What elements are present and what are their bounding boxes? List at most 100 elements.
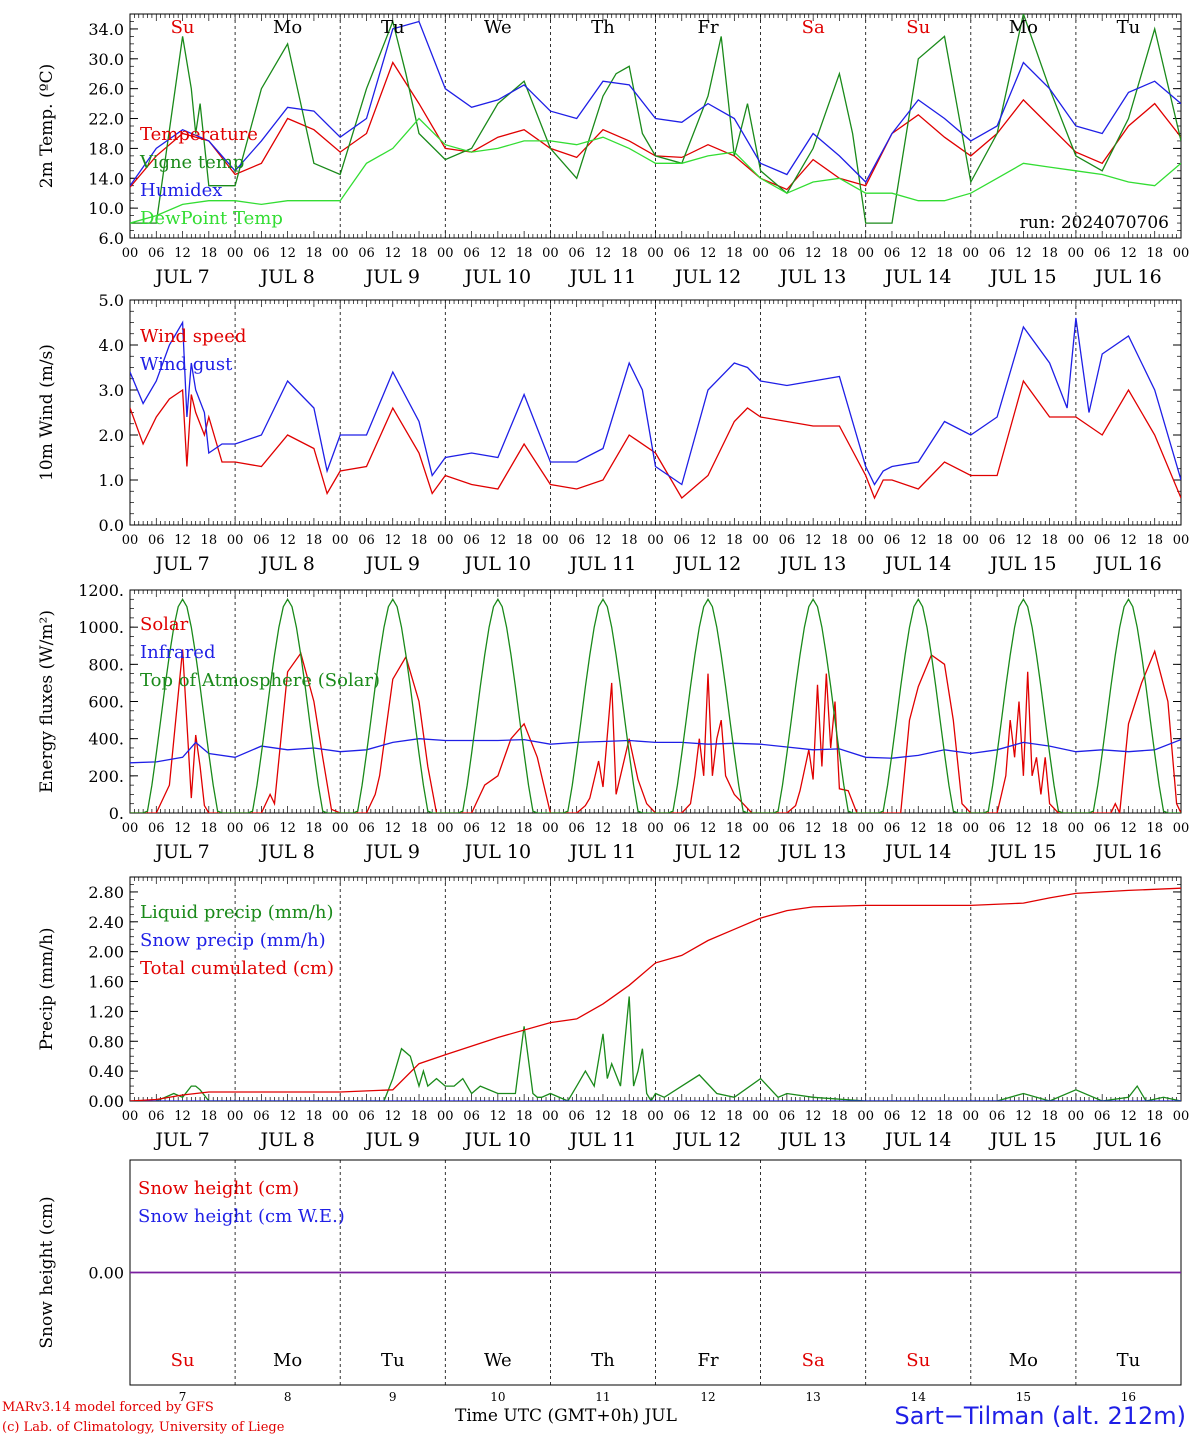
date-label: JUL 12 [673,841,741,863]
hour-tick-label: 00 [647,1109,664,1124]
hour-tick-label: 12 [1015,821,1032,836]
date-label: JUL 13 [778,266,846,288]
hour-tick-label: 00 [1173,533,1190,548]
date-label: JUL 10 [463,553,531,575]
hour-tick-label: 12 [805,821,822,836]
hour-tick-label: 12 [279,246,296,261]
date-label: JUL 14 [883,553,951,575]
hour-tick-label: 18 [1146,533,1163,548]
hour-tick-label: 00 [857,533,874,548]
y-tick-label: 400. [88,730,124,749]
x-axis-label: Time UTC (GMT+0h) JUL [455,1406,677,1426]
hour-tick-label: 18 [621,1109,638,1124]
panel-4 [129,876,1182,1102]
date-label: JUL 7 [153,553,209,575]
date-label: JUL 13 [778,1129,846,1151]
day-number-label: 13 [806,1390,821,1404]
hour-tick-label: 06 [568,533,585,548]
hour-tick-label: 12 [174,821,191,836]
legend-entry: Wind speed [140,326,246,347]
legend-entry: Snow precip (mm/h) [140,930,326,951]
panel-1 [129,13,1182,239]
day-number-label: 9 [389,1390,397,1404]
date-label: JUL 11 [568,1129,636,1151]
weekday-label: Tu [381,1350,405,1371]
hour-tick-label: 18 [621,246,638,261]
weekday-label: Th [591,17,615,38]
y-tick-label: 0. [109,804,124,823]
hour-tick-label: 18 [936,246,953,261]
legend-entry: Temperature [140,124,258,145]
y-tick-label: 5.0 [99,291,124,310]
y-tick-label: 14.0 [88,169,124,188]
hour-tick-label: 18 [936,1109,953,1124]
weekday-label: Sa [802,1350,825,1371]
model-credit: MARv3.14 model forced by GFS [2,1400,214,1415]
hour-tick-label: 00 [542,1109,559,1124]
hour-tick-label: 12 [1120,821,1137,836]
hour-tick-label: 00 [1068,533,1085,548]
hour-tick-label: 00 [963,533,980,548]
date-label: JUL 15 [988,841,1056,863]
hour-tick-label: 12 [1015,246,1032,261]
hour-tick-label: 06 [1094,821,1111,836]
weekday-label: Su [171,17,195,38]
hour-tick-label: 00 [647,246,664,261]
date-label: JUL 13 [778,841,846,863]
hour-tick-label: 06 [884,246,901,261]
hour-tick-label: 00 [122,821,139,836]
hour-tick-label: 00 [857,246,874,261]
hour-tick-label: 18 [201,821,218,836]
hour-tick-label: 06 [674,1109,691,1124]
panel-frame [129,299,1182,526]
hour-tick-label: 06 [253,821,270,836]
hour-tick-label: 12 [700,1109,717,1124]
hour-tick-label: 06 [1094,533,1111,548]
hour-tick-label: 00 [963,821,980,836]
hour-tick-label: 18 [1146,246,1163,261]
y-tick-label: 0.0 [99,516,124,535]
y-tick-label: 1000. [78,618,124,637]
date-label: JUL 8 [258,553,314,575]
hour-tick-label: 00 [542,246,559,261]
y-tick-label: 0.80 [88,1032,124,1051]
legend-entry: Snow height (cm W.E.) [138,1206,345,1227]
hour-tick-label: 00 [857,821,874,836]
series-line [130,14,1181,224]
hour-tick-label: 12 [490,1109,507,1124]
y-tick-label: 800. [88,655,124,674]
day-number-label: 14 [911,1390,927,1404]
hour-tick-label: 18 [621,821,638,836]
hour-tick-label: 12 [805,533,822,548]
hour-tick-label: 12 [174,246,191,261]
weekday-label: Mo [1009,17,1038,38]
legend-entry: Solar [140,614,189,635]
legend-entry: Top of Atmosphere (Solar) [140,670,380,691]
hour-tick-label: 18 [306,1109,323,1124]
hour-tick-label: 00 [1173,821,1190,836]
hour-tick-label: 18 [516,533,533,548]
hour-tick-label: 06 [253,533,270,548]
hour-tick-label: 12 [595,246,612,261]
hour-tick-label: 12 [805,1109,822,1124]
hour-tick-label: 06 [568,1109,585,1124]
date-label: JUL 16 [1093,841,1161,863]
hour-tick-label: 12 [1015,533,1032,548]
hour-tick-label: 06 [358,821,375,836]
hour-tick-label: 18 [1041,821,1058,836]
hour-tick-label: 12 [490,821,507,836]
date-label: JUL 7 [153,266,209,288]
date-label: JUL 16 [1093,553,1161,575]
hour-tick-label: 00 [332,533,349,548]
panel-frame [129,589,1182,814]
hour-tick-label: 00 [227,1109,244,1124]
hour-tick-label: 18 [201,246,218,261]
hour-tick-label: 00 [1173,246,1190,261]
day-number-label: 10 [490,1390,505,1404]
hour-tick-label: 06 [463,1109,480,1124]
day-number-label: 8 [284,1390,292,1404]
day-number-label: 16 [1121,1390,1136,1404]
hour-tick-label: 00 [1068,246,1085,261]
y-tick-label: 10.0 [88,199,124,218]
